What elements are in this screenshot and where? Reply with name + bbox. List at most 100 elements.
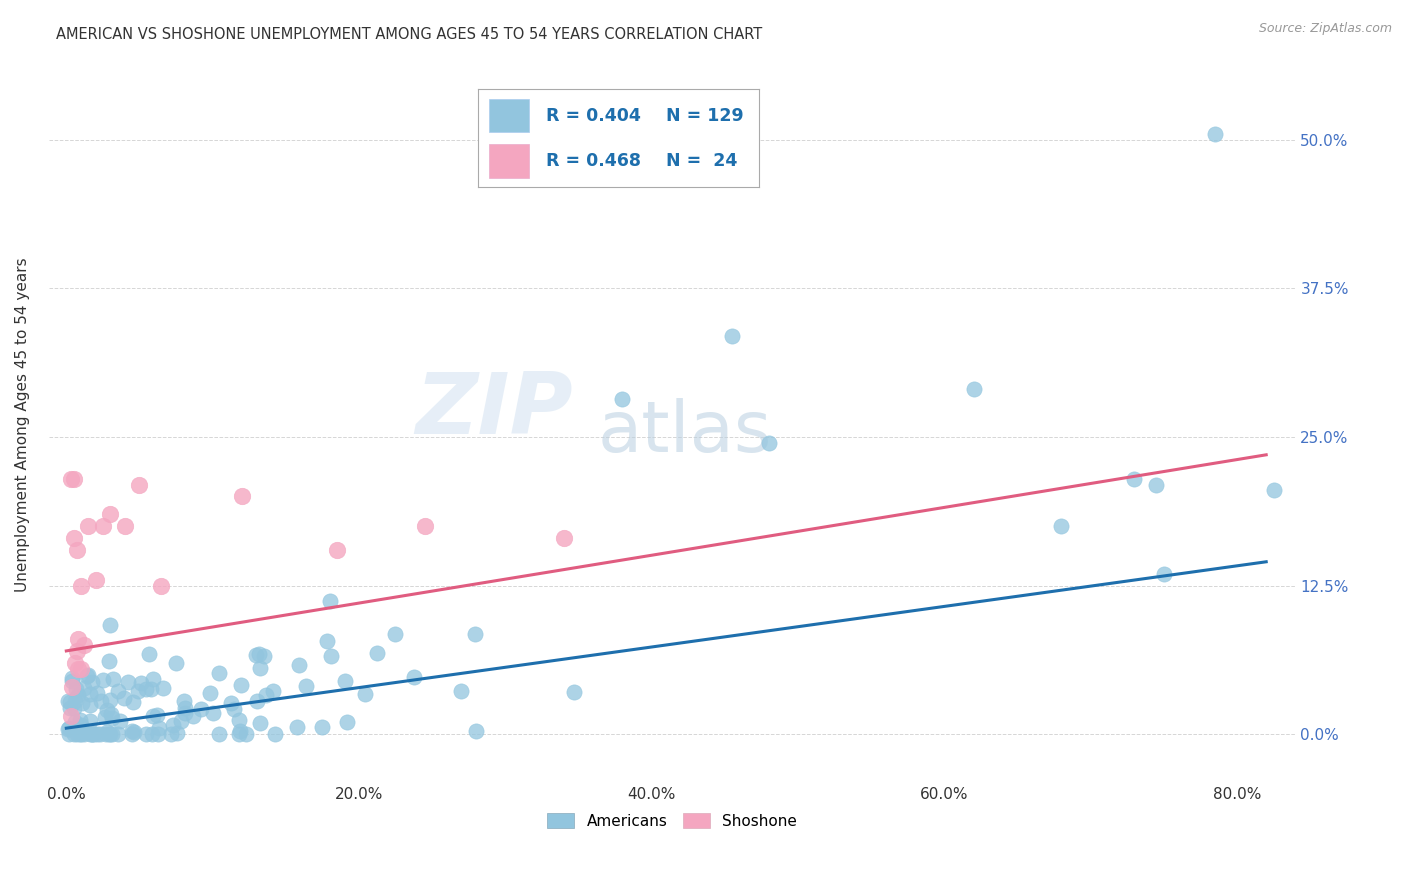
Point (1204, 127, 1226, 141)
Point (73, 638, 96, 652)
Point (84, 573, 107, 587)
Point (59, 709, 82, 723)
Point (254, 688, 277, 702)
Point (127, 684, 149, 698)
Point (264, 727, 287, 741)
Point (245, 648, 267, 662)
Point (63, 701, 86, 715)
Point (91, 519, 114, 533)
Point (235, 727, 257, 741)
Text: atlas: atlas (598, 398, 772, 467)
Point (141, 727, 163, 741)
Text: AMERICAN VS SHOSHONE UNEMPLOYMENT AMONG AGES 45 TO 54 YEARS CORRELATION CHART: AMERICAN VS SHOSHONE UNEMPLOYMENT AMONG … (56, 27, 762, 42)
Point (246, 694, 269, 708)
Point (173, 694, 195, 708)
Point (249, 715, 271, 730)
Point (249, 661, 271, 675)
Point (86, 727, 108, 741)
Text: R = 0.468: R = 0.468 (546, 152, 641, 169)
Point (183, 709, 205, 723)
Point (94, 709, 117, 723)
Point (413, 519, 436, 533)
Point (101, 727, 124, 741)
Point (1153, 566, 1175, 581)
Point (165, 656, 187, 670)
Point (316, 633, 339, 648)
Point (67, 689, 90, 703)
Point (58, 722, 80, 736)
Point (59, 701, 82, 715)
Text: ZIP: ZIP (415, 369, 572, 452)
Point (107, 727, 129, 741)
Point (66, 662, 89, 676)
Point (97, 655, 120, 669)
Point (135, 682, 157, 697)
Point (77, 668, 100, 682)
Point (152, 681, 174, 696)
Point (70, 662, 93, 676)
Point (59, 695, 82, 709)
Point (321, 649, 343, 664)
Point (108, 714, 131, 728)
Point (69, 727, 91, 741)
Point (62, 531, 84, 545)
Point (222, 702, 245, 716)
Point (228, 723, 250, 738)
Point (129, 676, 152, 690)
Point (326, 542, 349, 557)
Point (73, 727, 96, 741)
Point (86, 686, 108, 700)
Point (262, 684, 284, 698)
Point (79, 698, 101, 712)
Point (80, 675, 103, 690)
Point (83, 727, 105, 741)
Point (65, 644, 87, 658)
Point (56, 693, 79, 707)
Point (93, 673, 115, 687)
Point (60, 674, 83, 689)
Text: Source: ZipAtlas.com: Source: ZipAtlas.com (1258, 22, 1392, 36)
Point (174, 706, 197, 720)
Point (148, 721, 170, 735)
Point (295, 679, 318, 693)
FancyBboxPatch shape (489, 99, 529, 132)
Point (82, 727, 104, 741)
Point (73, 681, 96, 696)
Point (208, 727, 231, 741)
Point (562, 685, 585, 699)
Point (311, 720, 333, 734)
Point (63, 727, 86, 741)
Point (70, 717, 93, 731)
Point (150, 578, 173, 592)
Point (69, 727, 91, 741)
Point (553, 531, 575, 545)
Point (169, 714, 191, 728)
Point (66, 632, 89, 646)
Point (319, 594, 342, 608)
Point (56, 723, 79, 737)
Point (138, 647, 160, 661)
Point (82, 727, 104, 741)
Point (450, 684, 472, 698)
Point (160, 727, 183, 741)
Point (612, 392, 634, 406)
Point (1050, 519, 1073, 533)
Point (62, 472, 84, 486)
Point (60, 671, 83, 685)
Point (65, 681, 87, 696)
Point (65, 714, 87, 729)
Point (135, 727, 157, 741)
Point (190, 702, 212, 716)
Point (173, 701, 195, 715)
Point (121, 727, 143, 741)
Point (98, 617, 121, 632)
Point (228, 714, 250, 728)
Point (63, 656, 86, 670)
Point (98, 507, 121, 521)
Point (100, 706, 122, 721)
Point (247, 647, 270, 661)
Point (366, 646, 388, 660)
Point (76, 669, 98, 683)
Point (253, 648, 276, 663)
Legend: Americans, Shoshone: Americans, Shoshone (541, 806, 803, 835)
